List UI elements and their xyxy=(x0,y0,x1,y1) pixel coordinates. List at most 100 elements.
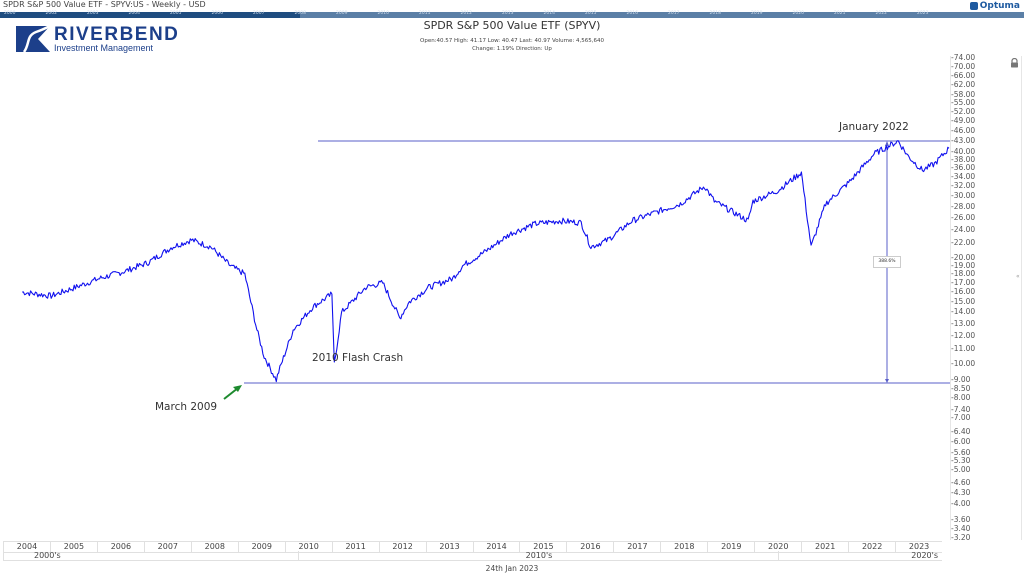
y-tick-label: -28.00 xyxy=(951,201,976,211)
price-stats: Open:40.57 High: 41.17 Low: 40.47 Last: … xyxy=(420,38,604,44)
y-tick-label: -38.00 xyxy=(951,154,976,164)
riverbend-logo: RIVERBEND Investment Management xyxy=(16,24,178,54)
march-2009-arrow xyxy=(223,387,239,400)
x-tick-label: 2007 xyxy=(143,542,191,552)
navigator-year-label: 2006 xyxy=(211,11,223,16)
y-tick-label: -8.50 xyxy=(951,383,971,393)
navigator-year-label: 2019 xyxy=(751,11,763,16)
x-tick-label: 2022 xyxy=(848,542,895,552)
y-tick-label: -8.00 xyxy=(951,392,971,402)
x-tick-label: 2008 xyxy=(190,542,238,552)
chart-right-border xyxy=(1021,56,1022,540)
y-tick-label: -15.00 xyxy=(951,296,976,306)
y-tick-label: -70.00 xyxy=(951,61,976,71)
decade-2010s: 2010's xyxy=(298,551,779,560)
measure-arrow-top-icon xyxy=(885,141,889,146)
y-tick-label: -46.00 xyxy=(951,125,976,135)
y-tick-label: -3.60 xyxy=(951,515,971,525)
y-tick-label: -20.00 xyxy=(951,252,976,262)
x-tick-label: 2005 xyxy=(49,542,97,552)
y-tick-label: -49.00 xyxy=(951,116,976,126)
y-tick-label: -6.40 xyxy=(951,427,971,437)
y-tick-label: -5.30 xyxy=(951,455,971,465)
y-tick-label: -4.60 xyxy=(951,477,971,487)
y-tick-label: -66.00 xyxy=(951,70,976,80)
y-tick-label: -30.00 xyxy=(951,191,976,200)
x-tick-label: 2016 xyxy=(566,542,613,552)
y-tick-label: -19.00 xyxy=(951,260,976,270)
x-tick-label: 2009 xyxy=(237,542,285,552)
x-tick-label: 2014 xyxy=(472,542,520,552)
navigator-year-label: 2004 xyxy=(128,11,140,16)
y-tick-label: -10.00 xyxy=(951,358,976,368)
y-tick-label: -18.00 xyxy=(951,269,976,279)
y-tick-label: -5.60 xyxy=(951,447,971,457)
navigator-year-label: 2010 xyxy=(377,11,389,16)
y-tick-label: -11.00 xyxy=(951,344,976,354)
y-tick-label: -12.00 xyxy=(951,331,976,341)
x-tick-label: 2013 xyxy=(425,542,473,552)
arrow-head-icon xyxy=(233,385,242,392)
x-tick-label: 2006 xyxy=(96,542,144,552)
y-tick-label: -16.00 xyxy=(951,287,976,297)
x-tick-label: 2020 xyxy=(754,542,801,552)
navigator-year-label: 2015 xyxy=(585,11,597,16)
x-tick-label: 2021 xyxy=(801,542,848,552)
x-tick-label: 2015 xyxy=(519,542,566,552)
navigator-year-label: 2018 xyxy=(709,11,721,16)
x-tick-label: 2017 xyxy=(613,542,660,552)
decade-2020s: 2020's xyxy=(778,551,942,560)
navigator-year-label: 2022 xyxy=(875,11,887,16)
navigator-year-label: 2012 xyxy=(460,11,472,16)
lock-icon[interactable] xyxy=(1010,58,1019,68)
navigator-year-label: 2007 xyxy=(253,11,265,16)
y-tick-label: -34.00 xyxy=(951,171,976,181)
x-tick-label: 2010 xyxy=(284,542,332,552)
x-tick-label: 2023 xyxy=(895,542,942,552)
x-tick-label: 2004 xyxy=(3,542,50,552)
y-tick-label: -36.00 xyxy=(951,163,976,173)
january-2022-annotation: January 2022 xyxy=(839,121,909,133)
y-tick-label: -13.00 xyxy=(951,318,976,328)
measure-arrow-bottom-icon xyxy=(885,379,889,383)
navigator-year-label: 2017 xyxy=(668,11,680,16)
y-tick-label: -55.00 xyxy=(951,98,976,108)
y-tick-label: -6.00 xyxy=(951,436,971,446)
navigator-year-label: 2020 xyxy=(792,11,804,16)
collapse-panel-icon[interactable]: « xyxy=(1016,273,1020,280)
decade-2000s: 2000's xyxy=(3,551,298,560)
y-axis-line xyxy=(950,56,951,540)
y-tick-label: -24.00 xyxy=(951,225,976,235)
logo-subtitle: Investment Management xyxy=(54,43,154,53)
x-tick-label: 2012 xyxy=(378,542,426,552)
change-stats: Change: 1.19% Direction: Up xyxy=(472,46,552,52)
y-tick-label: -26.00 xyxy=(951,212,976,222)
navigator-year-label: 2016 xyxy=(626,11,638,16)
optuma-brand: Optuma xyxy=(979,1,1020,11)
navigator-year-label: 2013 xyxy=(502,11,514,16)
march-2009-annotation: March 2009 xyxy=(155,401,218,413)
y-tick-label: -3.20 xyxy=(951,533,971,543)
time-navigator[interactable]: 2000 2002 2003 2004 2005 2006 2007 2008 2009 2010… xyxy=(0,11,1024,18)
navigator-year-label: 2005 xyxy=(170,11,182,16)
riverbend-emblem-icon xyxy=(16,24,51,53)
navigator-year-label: 2009 xyxy=(336,11,348,16)
x-tick-label: 2019 xyxy=(707,542,754,552)
window-title: SPDR S&P 500 Value ETF - SPYV:US - Weekl… xyxy=(3,0,206,9)
y-tick-label: -22.00 xyxy=(951,238,976,248)
navigator-year-label: 2011 xyxy=(419,11,431,16)
navigator-selection[interactable] xyxy=(0,12,300,18)
x-tick-label: 2011 xyxy=(331,542,379,552)
y-tick-label: -5.00 xyxy=(951,464,971,474)
navigator-year-label: 2003 xyxy=(87,11,99,16)
navigator-year-label: 2008 xyxy=(294,11,306,16)
y-tick-label: -40.00 xyxy=(951,147,976,157)
chart-title: SPDR S&P 500 Value ETF (SPYV) xyxy=(423,19,601,32)
y-tick-label: -7.00 xyxy=(951,413,971,423)
y-tick-label: -74.00 xyxy=(951,53,976,63)
x-tick-label: 2018 xyxy=(660,542,707,552)
price-series xyxy=(22,140,950,383)
optuma-mark-icon xyxy=(969,2,978,10)
x-axis-years: 2004 2005 2006 2007 2008 2009 2010 2011 2012 2013… xyxy=(3,541,942,553)
gain-percentage-label: 388.6% xyxy=(873,256,901,268)
